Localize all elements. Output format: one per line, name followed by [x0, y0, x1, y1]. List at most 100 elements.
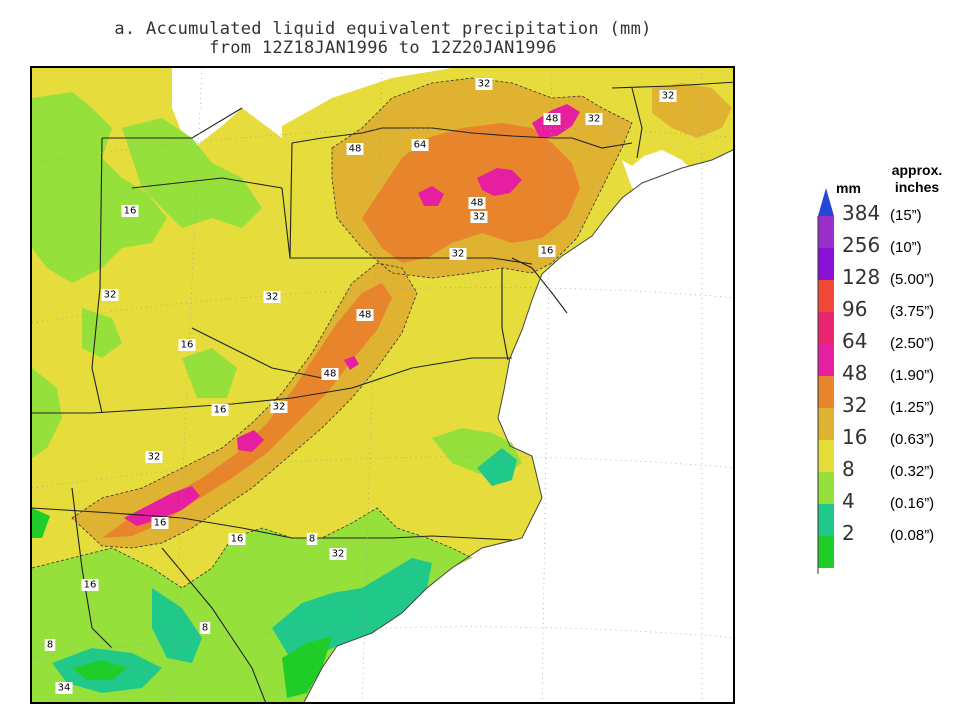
legend-swatch	[818, 312, 834, 344]
contour-label-bg	[263, 291, 281, 303]
legend-inches-value: (1.90”)	[890, 367, 935, 384]
legend-row: 48 (1.90”)	[842, 358, 934, 388]
legend-row: 256 (10”)	[842, 230, 922, 260]
contour-label-bg	[411, 139, 429, 151]
legend-inches-header: approx. inches	[891, 162, 943, 195]
legend-mm-value: 8	[842, 457, 855, 481]
legend-row: 4 (0.16”)	[842, 486, 934, 516]
map-title-line2: from 12Z18JAN1996 to 12Z20JAN1996	[209, 38, 557, 58]
contour-label: 32	[452, 249, 465, 260]
contour-label: 48	[349, 144, 362, 155]
legend-swatch	[818, 216, 834, 248]
legend-mm-value: 32	[842, 393, 868, 417]
contour-label: 32	[478, 79, 491, 90]
contour-label-bg	[346, 143, 364, 155]
legend-mm-value: 128	[842, 265, 881, 289]
legend-mm-value: 64	[842, 329, 868, 353]
legend-mm-header: mm	[836, 180, 861, 196]
contour-label: 16	[124, 206, 137, 217]
legend-inches-value: (3.75”)	[890, 303, 935, 320]
legend-row: 128 (5.00”)	[842, 262, 934, 292]
contour-label: 32	[148, 452, 161, 463]
state-boundaries	[32, 81, 733, 702]
legend-row: 64 (2.50”)	[842, 326, 934, 356]
contour-label-bg	[211, 404, 229, 416]
contour-label: 64	[414, 140, 427, 151]
legend-mm-value: 48	[842, 361, 868, 385]
legend-row: 96 (3.75”)	[842, 294, 934, 324]
contour-label-bg	[659, 90, 677, 102]
legend-inches-value: (1.25”)	[890, 399, 935, 416]
legend-mm-value: 256	[842, 233, 881, 257]
contour-label-bg	[306, 533, 318, 545]
legend-inches-value: (15”)	[890, 207, 922, 224]
contour-label: 8	[47, 640, 53, 651]
contour-label-bg	[145, 451, 163, 463]
legend-row: 384 (15”)	[842, 198, 922, 228]
contour-label-bg	[538, 245, 556, 257]
contour-label: 8	[309, 534, 315, 545]
coastline	[303, 149, 733, 702]
contour-label: 8	[202, 623, 208, 634]
contour-label-bg	[270, 401, 288, 413]
legend-row: 32 (1.25”)	[842, 390, 934, 420]
contour-label: 48	[324, 369, 337, 380]
light-precip-southeast	[32, 508, 472, 702]
contour-label-bg	[470, 211, 488, 223]
contour-label: 16	[231, 534, 244, 545]
legend-row: 2 (0.08”)	[842, 518, 934, 548]
contour-label-bg	[449, 248, 467, 260]
contour-label: 16	[84, 580, 97, 591]
contour-label-bg	[44, 639, 56, 651]
legend-mm-value: 2	[842, 521, 855, 545]
legend-color-bar	[817, 188, 834, 574]
contour-label: 32	[473, 212, 486, 223]
contour-label: 32	[104, 290, 117, 301]
legend-mm-value: 384	[842, 201, 881, 225]
contour-label-bg	[101, 289, 119, 301]
contour-label: 32	[588, 114, 601, 125]
light-precip-west	[32, 92, 167, 283]
contour-label-bg	[228, 533, 246, 545]
precipitation-legend: mm approx. inches 384 (15”) 256 (10”) 128 (5.…	[808, 160, 958, 580]
legend-inches-value: (0.63”)	[890, 431, 935, 448]
contour-label-bg	[468, 197, 486, 209]
legend-row: 8 (0.32”)	[842, 454, 934, 484]
legend-swatch	[818, 376, 834, 408]
legend-inches-value: (2.50”)	[890, 335, 935, 352]
contour-label: 32	[332, 549, 345, 560]
map-title-line1: a. Accumulated liquid equivalent precipi…	[114, 19, 652, 39]
contour-label-bg	[199, 622, 211, 634]
contour-label-bg	[151, 517, 169, 529]
contour-label: 32	[662, 91, 675, 102]
legend-swatch	[818, 472, 834, 504]
legend-mm-value: 16	[842, 425, 868, 449]
contour-label-bg	[543, 113, 561, 125]
contour-label: 48	[471, 198, 484, 209]
contour-label: 16	[181, 340, 194, 351]
legend-swatch	[818, 440, 834, 472]
legend-swatch	[818, 408, 834, 440]
legend-inches-value: (10”)	[890, 239, 922, 256]
legend-swatch	[818, 280, 834, 312]
contour-label-bg	[81, 579, 99, 591]
contour-label-bg	[585, 113, 603, 125]
lat-lon-grid	[32, 68, 733, 702]
contour-label-bg	[55, 682, 73, 694]
contour-label: 16	[154, 518, 167, 529]
contour-label-bg	[321, 368, 339, 380]
precipitation-map: 3232483248644832321616323216484832163264…	[30, 66, 735, 704]
contour-label: 34	[58, 683, 71, 694]
contour-label-bg	[121, 205, 139, 217]
contour-lines	[32, 77, 633, 589]
contour-label-bg	[329, 548, 347, 560]
heavy-precip-core-appalachian	[124, 486, 200, 526]
contour-label-bg	[178, 339, 196, 351]
contour-label: 32	[266, 292, 279, 303]
contour-label-bg	[475, 78, 493, 90]
legend-inches-value: (0.08”)	[890, 527, 935, 544]
legend-inches-value: (5.00”)	[890, 271, 935, 288]
contour-label: 32	[273, 402, 286, 413]
legend-swatch	[818, 344, 834, 376]
contour-label: 48	[359, 310, 372, 321]
